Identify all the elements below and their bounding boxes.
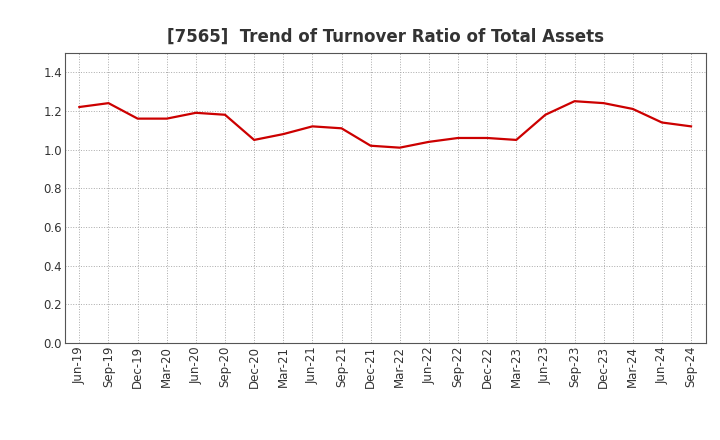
Title: [7565]  Trend of Turnover Ratio of Total Assets: [7565] Trend of Turnover Ratio of Total …: [167, 28, 603, 46]
